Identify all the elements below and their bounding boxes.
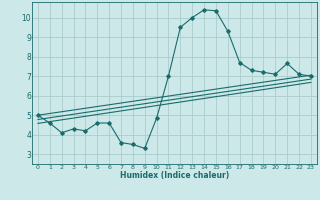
X-axis label: Humidex (Indice chaleur): Humidex (Indice chaleur) (120, 171, 229, 180)
